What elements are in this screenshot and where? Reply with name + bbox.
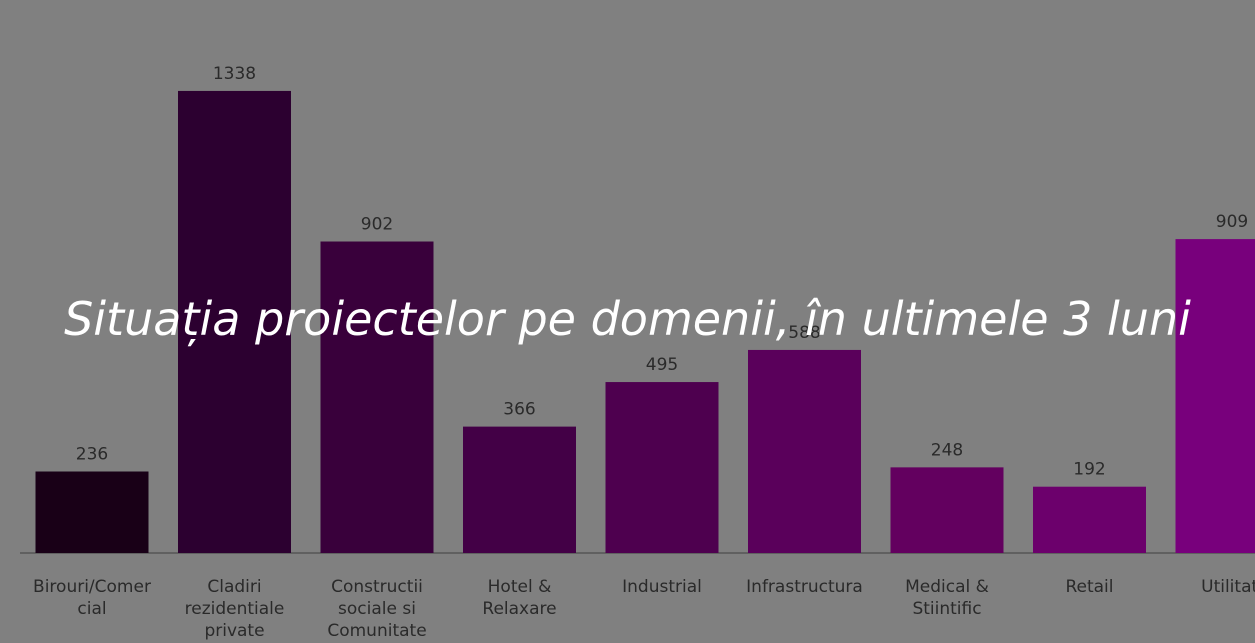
x-tick-label: Hotel & Relaxare [482,577,557,619]
value-label: 902 [361,215,393,235]
x-tick-label: Infrastructura [746,577,863,597]
x-tick-label: Cladiri rezidentiale private [184,577,285,641]
x-tick-label: Birouri/Comer cial [33,577,151,619]
value-label: 192 [1073,460,1105,480]
value-label: 366 [503,400,535,420]
bar [178,90,291,553]
value-label: 1338 [213,64,256,84]
value-label: 495 [646,355,678,375]
value-label: 236 [76,445,108,465]
x-tick-label: Retail [1065,577,1114,597]
bar [605,382,719,553]
x-tick-label: Medical & Stiintific [905,577,989,619]
bar [35,471,149,553]
bar [1175,239,1255,554]
bar [320,241,434,553]
bar [1033,486,1146,553]
bar [463,426,576,553]
value-label: 588 [788,323,820,343]
x-tick-label: Industrial [622,577,702,597]
value-label: 248 [931,440,963,460]
chart-title: Situația proiectelor pe domenii, în ulti… [64,292,1191,346]
x-tick-label: Constructii sociale si Comunitate [327,577,427,641]
bar [748,349,861,553]
x-tick-label: Utilitati [1201,577,1255,597]
bar [890,467,1004,553]
value-label: 909 [1216,212,1248,232]
